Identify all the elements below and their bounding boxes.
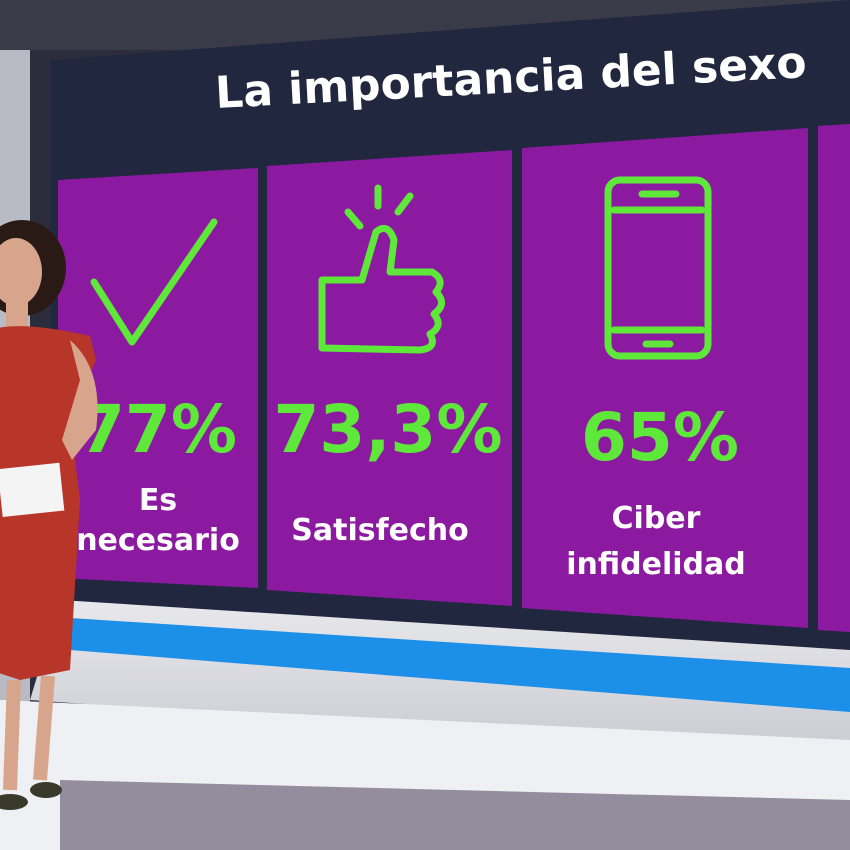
- presenter: [0, 220, 98, 810]
- reflection: [60, 780, 850, 850]
- card-label: infidelidad: [566, 547, 745, 582]
- card-label: necesario: [76, 523, 240, 558]
- thumb-icon: [318, 184, 445, 354]
- card-value: 65%: [581, 399, 739, 476]
- card: [522, 128, 808, 628]
- phone-icon: [604, 176, 712, 360]
- card: [267, 150, 512, 606]
- card-label: Satisfecho: [291, 513, 468, 548]
- card: [58, 168, 258, 588]
- card: [818, 124, 850, 632]
- card-value: 77%: [79, 391, 237, 468]
- card-label: Ciber: [612, 501, 701, 536]
- check-icon: [90, 218, 218, 346]
- light-strip: [70, 618, 850, 712]
- card-value: 73,3%: [274, 391, 503, 468]
- card-label: Es: [139, 483, 177, 518]
